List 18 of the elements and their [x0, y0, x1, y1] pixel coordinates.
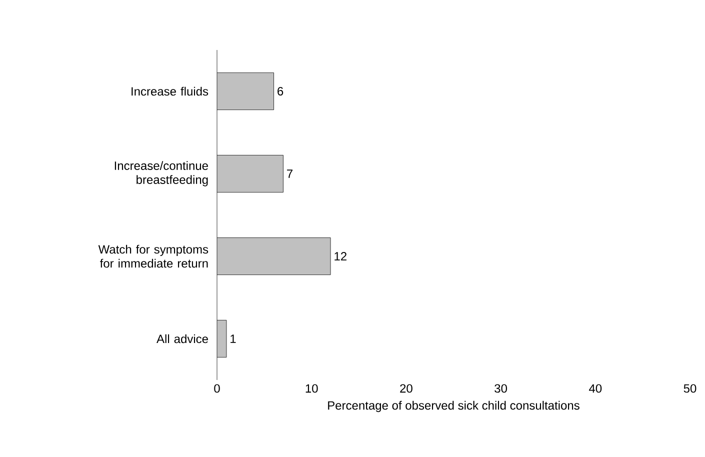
bar [217, 72, 274, 110]
bar [217, 154, 284, 193]
y-tick-label: Watch for symptoms for immediate return [98, 244, 208, 268]
y-tick-label: Increase fluids [132, 86, 208, 96]
x-tick-label: 0 [214, 384, 220, 393]
x-tick-label: 10 [306, 384, 318, 393]
x-tick-label: 30 [494, 384, 508, 393]
x-tick-label: 20 [400, 384, 412, 393]
x-tick-label: 50 [684, 384, 696, 393]
x-axis-title: Percentage of observed sick child consultations [328, 400, 580, 412]
data-label: 1 [230, 334, 236, 343]
data-label: 12 [334, 252, 346, 260]
bar [217, 237, 331, 276]
x-tick-label: 40 [589, 384, 602, 393]
data-label: 7 [287, 170, 292, 178]
data-label: 6 [278, 87, 284, 96]
y-tick-label: All advice [156, 334, 208, 344]
y-tick-label: Increase/continue breastfeeding [114, 161, 208, 186]
